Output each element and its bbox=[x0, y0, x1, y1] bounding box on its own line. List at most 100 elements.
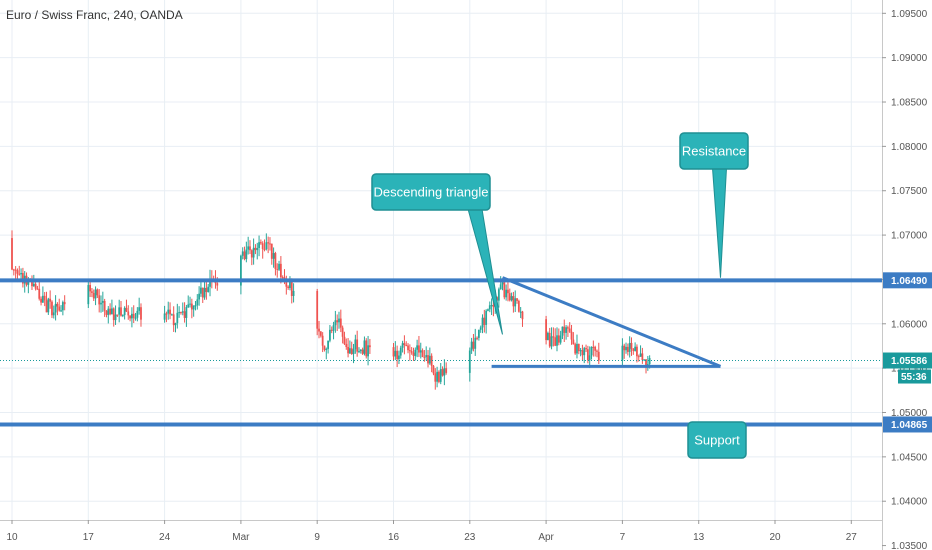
candle-body bbox=[256, 247, 259, 251]
candle bbox=[521, 310, 524, 327]
time-tick-label: 24 bbox=[159, 532, 171, 543]
candle bbox=[646, 355, 649, 371]
time-axis[interactable]: 10 17 24 Mar 9 16 23 Apr 7 13 20 27 bbox=[0, 520, 882, 550]
candle bbox=[134, 312, 137, 321]
candle-body bbox=[207, 286, 210, 293]
candle bbox=[594, 345, 597, 357]
candle-body bbox=[550, 336, 553, 347]
candle bbox=[548, 327, 551, 348]
chart-title: Euro / Swiss Franc, 240, OANDA bbox=[6, 8, 183, 22]
candle bbox=[329, 324, 331, 343]
candle bbox=[485, 309, 488, 334]
candle bbox=[425, 346, 428, 361]
annotation-callout[interactable]: Descending triangle bbox=[371, 173, 503, 335]
candle bbox=[136, 307, 139, 322]
candle-body bbox=[245, 249, 248, 260]
candle bbox=[318, 320, 320, 339]
candle-body bbox=[488, 305, 491, 310]
descending-triangle-lines[interactable] bbox=[491, 276, 722, 368]
candle bbox=[552, 327, 555, 347]
triangle-upper-trendline[interactable] bbox=[501, 276, 722, 368]
candle-body bbox=[361, 349, 364, 354]
candle bbox=[118, 299, 121, 323]
candle-body bbox=[626, 346, 629, 352]
annotation-callout[interactable]: Resistance bbox=[679, 132, 749, 278]
candle-body bbox=[267, 242, 270, 244]
candle bbox=[394, 341, 397, 360]
candle bbox=[343, 331, 346, 346]
candle-body bbox=[443, 368, 446, 376]
candle-body bbox=[249, 246, 251, 251]
candle-body bbox=[559, 335, 562, 343]
candle bbox=[441, 366, 444, 377]
callout-box bbox=[687, 421, 747, 459]
candle-body bbox=[109, 308, 111, 315]
candle-body bbox=[517, 300, 520, 312]
candle-body bbox=[345, 343, 348, 347]
candle bbox=[625, 342, 627, 354]
candle bbox=[350, 341, 353, 355]
candle-body bbox=[185, 307, 188, 318]
candle bbox=[516, 298, 518, 304]
annotation-callout[interactable]: Support bbox=[687, 421, 747, 459]
candle-body bbox=[568, 328, 571, 332]
candle-body bbox=[41, 295, 44, 303]
candle bbox=[368, 338, 371, 354]
candle-body bbox=[190, 303, 193, 310]
candle-body bbox=[132, 313, 135, 318]
candle-body bbox=[492, 305, 495, 307]
candle bbox=[332, 321, 335, 340]
annotations[interactable]: Descending triangle Resistance Support bbox=[371, 132, 749, 459]
candle-body bbox=[474, 337, 477, 349]
candle-body bbox=[127, 311, 130, 316]
candle bbox=[269, 237, 271, 251]
candle bbox=[176, 303, 179, 329]
candle-body bbox=[16, 270, 19, 274]
candle bbox=[196, 294, 199, 310]
candle-body bbox=[545, 319, 547, 341]
candle bbox=[116, 314, 119, 317]
candle-body bbox=[216, 283, 219, 286]
candle bbox=[574, 342, 577, 355]
candle bbox=[56, 302, 59, 316]
countdown-tag-label: 55:36 bbox=[901, 372, 927, 383]
candle-body bbox=[318, 328, 320, 332]
candle bbox=[514, 290, 517, 313]
candle bbox=[597, 342, 600, 364]
candle bbox=[265, 233, 268, 251]
candle bbox=[563, 319, 566, 343]
price-axis[interactable]: 1.09500 1.09000 1.08500 1.08000 1.07500 1.070… bbox=[882, 0, 932, 550]
candle bbox=[111, 299, 113, 315]
candle bbox=[245, 241, 248, 263]
candle-body bbox=[89, 285, 92, 292]
candle-body bbox=[434, 373, 437, 382]
candle-body bbox=[597, 351, 600, 361]
candle bbox=[643, 359, 646, 362]
candle-body bbox=[278, 263, 280, 270]
candle bbox=[263, 239, 266, 252]
candle-body bbox=[120, 307, 122, 316]
candle bbox=[334, 310, 337, 333]
candle bbox=[240, 254, 242, 295]
candle bbox=[52, 305, 55, 319]
candle-body bbox=[623, 345, 626, 351]
candle bbox=[396, 345, 399, 368]
candle-body bbox=[594, 346, 597, 351]
candle-body bbox=[641, 353, 644, 360]
candle-body bbox=[165, 313, 168, 315]
candle-body bbox=[483, 317, 486, 325]
candle bbox=[321, 332, 324, 353]
candle bbox=[316, 288, 319, 336]
candle bbox=[588, 346, 591, 369]
candle bbox=[565, 325, 567, 340]
candle-body bbox=[103, 300, 106, 311]
candle-body bbox=[14, 269, 17, 271]
candle-body bbox=[497, 289, 500, 301]
candle-body bbox=[111, 308, 113, 315]
candle-body bbox=[567, 327, 569, 329]
candle bbox=[200, 281, 202, 297]
horizontal-levels[interactable] bbox=[0, 278, 882, 427]
candle-body bbox=[586, 349, 589, 361]
price-tick-label: 1.08500 bbox=[891, 98, 928, 109]
candle-body bbox=[276, 268, 279, 270]
